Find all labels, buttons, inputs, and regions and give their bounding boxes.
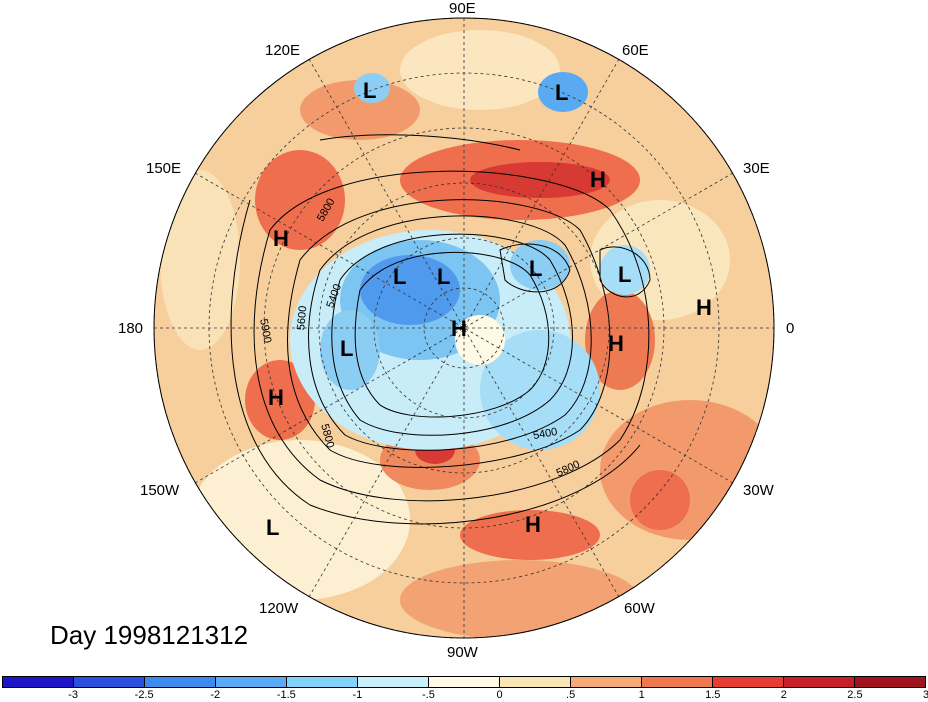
lon-label-60e: 60E (622, 42, 649, 59)
low-center: L (618, 262, 632, 287)
low-center: L (266, 515, 280, 540)
colorbar-swatch (784, 677, 855, 687)
lon-label-120w: 120W (259, 600, 299, 617)
warm-anomaly (245, 360, 315, 440)
colorbar-tick-label: -2.5 (134, 689, 154, 701)
map-title: Day 1998121312 (50, 620, 249, 650)
meridian-line (194, 172, 734, 484)
anomaly-neutral-patch (400, 30, 560, 110)
colorbar-swatch (358, 677, 429, 687)
cold-anomaly (455, 315, 505, 365)
cold-anomaly (354, 73, 390, 103)
colorbar-tick-label: 1 (638, 689, 645, 701)
colorbar-tick-label: 3 (922, 689, 928, 701)
cold-anomaly (600, 245, 650, 295)
colorbar-tick-label: -1.5 (276, 689, 296, 701)
colorbar-tick-label: 2.5 (847, 689, 863, 701)
anomaly-neutral-patch (160, 170, 240, 350)
lon-label-120e: 120E (265, 42, 301, 59)
lon-label-90w: 90W (447, 644, 478, 661)
meridian-line (308, 58, 620, 598)
anomaly-neutral-patch (190, 440, 410, 600)
colorbar-tick-label: -2 (210, 689, 221, 701)
colorbar-tick-label: 0 (496, 689, 503, 701)
high-center: H (451, 316, 467, 341)
lon-label-90e: 90E (449, 0, 476, 17)
low-center: L (393, 264, 407, 289)
latitude-circle (373, 237, 555, 419)
colorbar-tick-label: 2 (780, 689, 787, 701)
high-center: H (268, 385, 284, 410)
colorbar-swatch (429, 677, 500, 687)
low-center: L (363, 78, 377, 103)
high-center: H (525, 512, 541, 537)
meridian-line (308, 58, 620, 598)
colorbar-swatch (500, 677, 571, 687)
height-contour (354, 251, 550, 418)
height-contour (253, 170, 650, 502)
high-center: H (590, 167, 606, 192)
cold-anomaly (538, 72, 588, 112)
warm-anomaly (600, 400, 774, 540)
colorbar-tick-label: -1 (352, 689, 363, 701)
colorbar-tick-label: 1.5 (705, 689, 721, 701)
height-contour (230, 199, 641, 525)
colorbar-swatch (642, 677, 713, 687)
warm-anomaly (460, 510, 600, 560)
height-contour (499, 243, 571, 293)
cold-anomaly (360, 255, 460, 325)
colorbar-swatch (216, 677, 287, 687)
colorbar-swatch (74, 677, 145, 687)
low-center: L (555, 80, 569, 105)
lon-label-150e: 150E (146, 160, 182, 177)
lon-label-0: 0 (786, 320, 795, 337)
high-center: H (273, 226, 289, 251)
colorbar-swatch (713, 677, 784, 687)
latitude-circle (318, 182, 610, 474)
low-center: L (437, 264, 451, 289)
high-center: H (696, 295, 712, 320)
height-contour (319, 134, 521, 151)
height-contour (599, 246, 651, 298)
colorbar (2, 676, 926, 688)
warm-anomaly (630, 470, 690, 530)
cold-anomaly (510, 240, 570, 290)
lon-label-150w: 150W (140, 482, 180, 499)
lon-label-60w: 60W (624, 600, 655, 617)
height-contour (287, 199, 611, 468)
high-center: H (608, 331, 624, 356)
colorbar-swatch (855, 677, 925, 687)
map-boundary (153, 17, 775, 639)
height-contour (308, 215, 592, 451)
low-center: L (529, 256, 543, 281)
colorbar-swatch (287, 677, 358, 687)
lon-label-30e: 30E (743, 160, 770, 177)
colorbar-swatch (145, 677, 216, 687)
warm-anomaly (400, 560, 640, 638)
colorbar-tick-label: -3 (68, 689, 78, 701)
low-center: L (340, 336, 354, 361)
warm-anomaly (585, 290, 655, 390)
lon-label-30w: 30W (743, 482, 774, 499)
colorbar-swatch (3, 677, 74, 687)
contour-label: 5600 (295, 305, 310, 331)
warm-anomaly (300, 80, 420, 140)
meridian-line (194, 172, 734, 484)
height-contour (331, 233, 573, 436)
colorbar-tick-label: -.5 (422, 689, 435, 701)
colorbar-tick-label: .5 (566, 689, 576, 701)
warm-anomaly (255, 150, 345, 250)
lon-label-180: 180 (118, 320, 144, 337)
colorbar-swatch (571, 677, 642, 687)
